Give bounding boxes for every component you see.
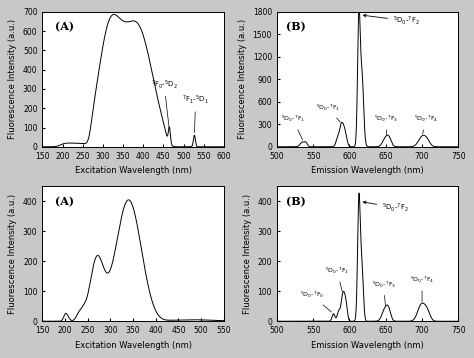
Text: $^5$D$_0$-$^7$F$_1$: $^5$D$_0$-$^7$F$_1$ xyxy=(325,266,349,291)
Text: (A): (A) xyxy=(55,21,74,32)
Text: $^5$D$_0$-$^7$F$_2$: $^5$D$_0$-$^7$F$_2$ xyxy=(363,14,420,27)
Y-axis label: Fluorescence Intensity (a.u.): Fluorescence Intensity (a.u.) xyxy=(243,194,252,314)
Text: (B): (B) xyxy=(286,196,306,207)
Text: $^5$D$_0$-$^7$F$_3$: $^5$D$_0$-$^7$F$_3$ xyxy=(372,280,396,306)
Text: $^5$D$_0$-$^7$F$_0$: $^5$D$_0$-$^7$F$_0$ xyxy=(300,290,331,312)
X-axis label: Emission Wavelength (nm): Emission Wavelength (nm) xyxy=(311,341,424,350)
Text: (A): (A) xyxy=(55,196,74,207)
Y-axis label: Fluorescence Intensity (a.u.): Fluorescence Intensity (a.u.) xyxy=(9,19,18,139)
Text: $^5$D$_0$-$^7$F$_4$: $^5$D$_0$-$^7$F$_4$ xyxy=(410,275,434,302)
Text: (B): (B) xyxy=(286,21,306,32)
Text: $^5$D$_0$-$^7$F$_2$: $^5$D$_0$-$^7$F$_2$ xyxy=(363,201,409,214)
Y-axis label: Fluorescence Intensity (a.u.): Fluorescence Intensity (a.u.) xyxy=(9,194,18,314)
Text: $^5$D$_0$-$^7$F$_1$: $^5$D$_0$-$^7$F$_1$ xyxy=(316,103,340,122)
Y-axis label: Fluorescence Intensity (a.u.): Fluorescence Intensity (a.u.) xyxy=(238,19,247,139)
X-axis label: Emission Wavelength (nm): Emission Wavelength (nm) xyxy=(311,166,424,175)
Text: $^7$F$_1$-$^5$D$_1$: $^7$F$_1$-$^5$D$_1$ xyxy=(182,94,209,132)
Text: $^7$F$_0$-$^5$D$_2$: $^7$F$_0$-$^5$D$_2$ xyxy=(151,78,178,128)
Text: $^5$D$_0$-$^7$F$_3$: $^5$D$_0$-$^7$F$_3$ xyxy=(374,114,399,135)
X-axis label: Excitation Wavelength (nm): Excitation Wavelength (nm) xyxy=(74,166,191,175)
Text: $^5$D$_0$-$^7$F$_1$: $^5$D$_0$-$^7$F$_1$ xyxy=(281,114,305,140)
X-axis label: Excitation Wavelength (nm): Excitation Wavelength (nm) xyxy=(74,341,191,350)
Text: $^5$D$_0$-$^7$F$_4$: $^5$D$_0$-$^7$F$_4$ xyxy=(414,114,438,134)
